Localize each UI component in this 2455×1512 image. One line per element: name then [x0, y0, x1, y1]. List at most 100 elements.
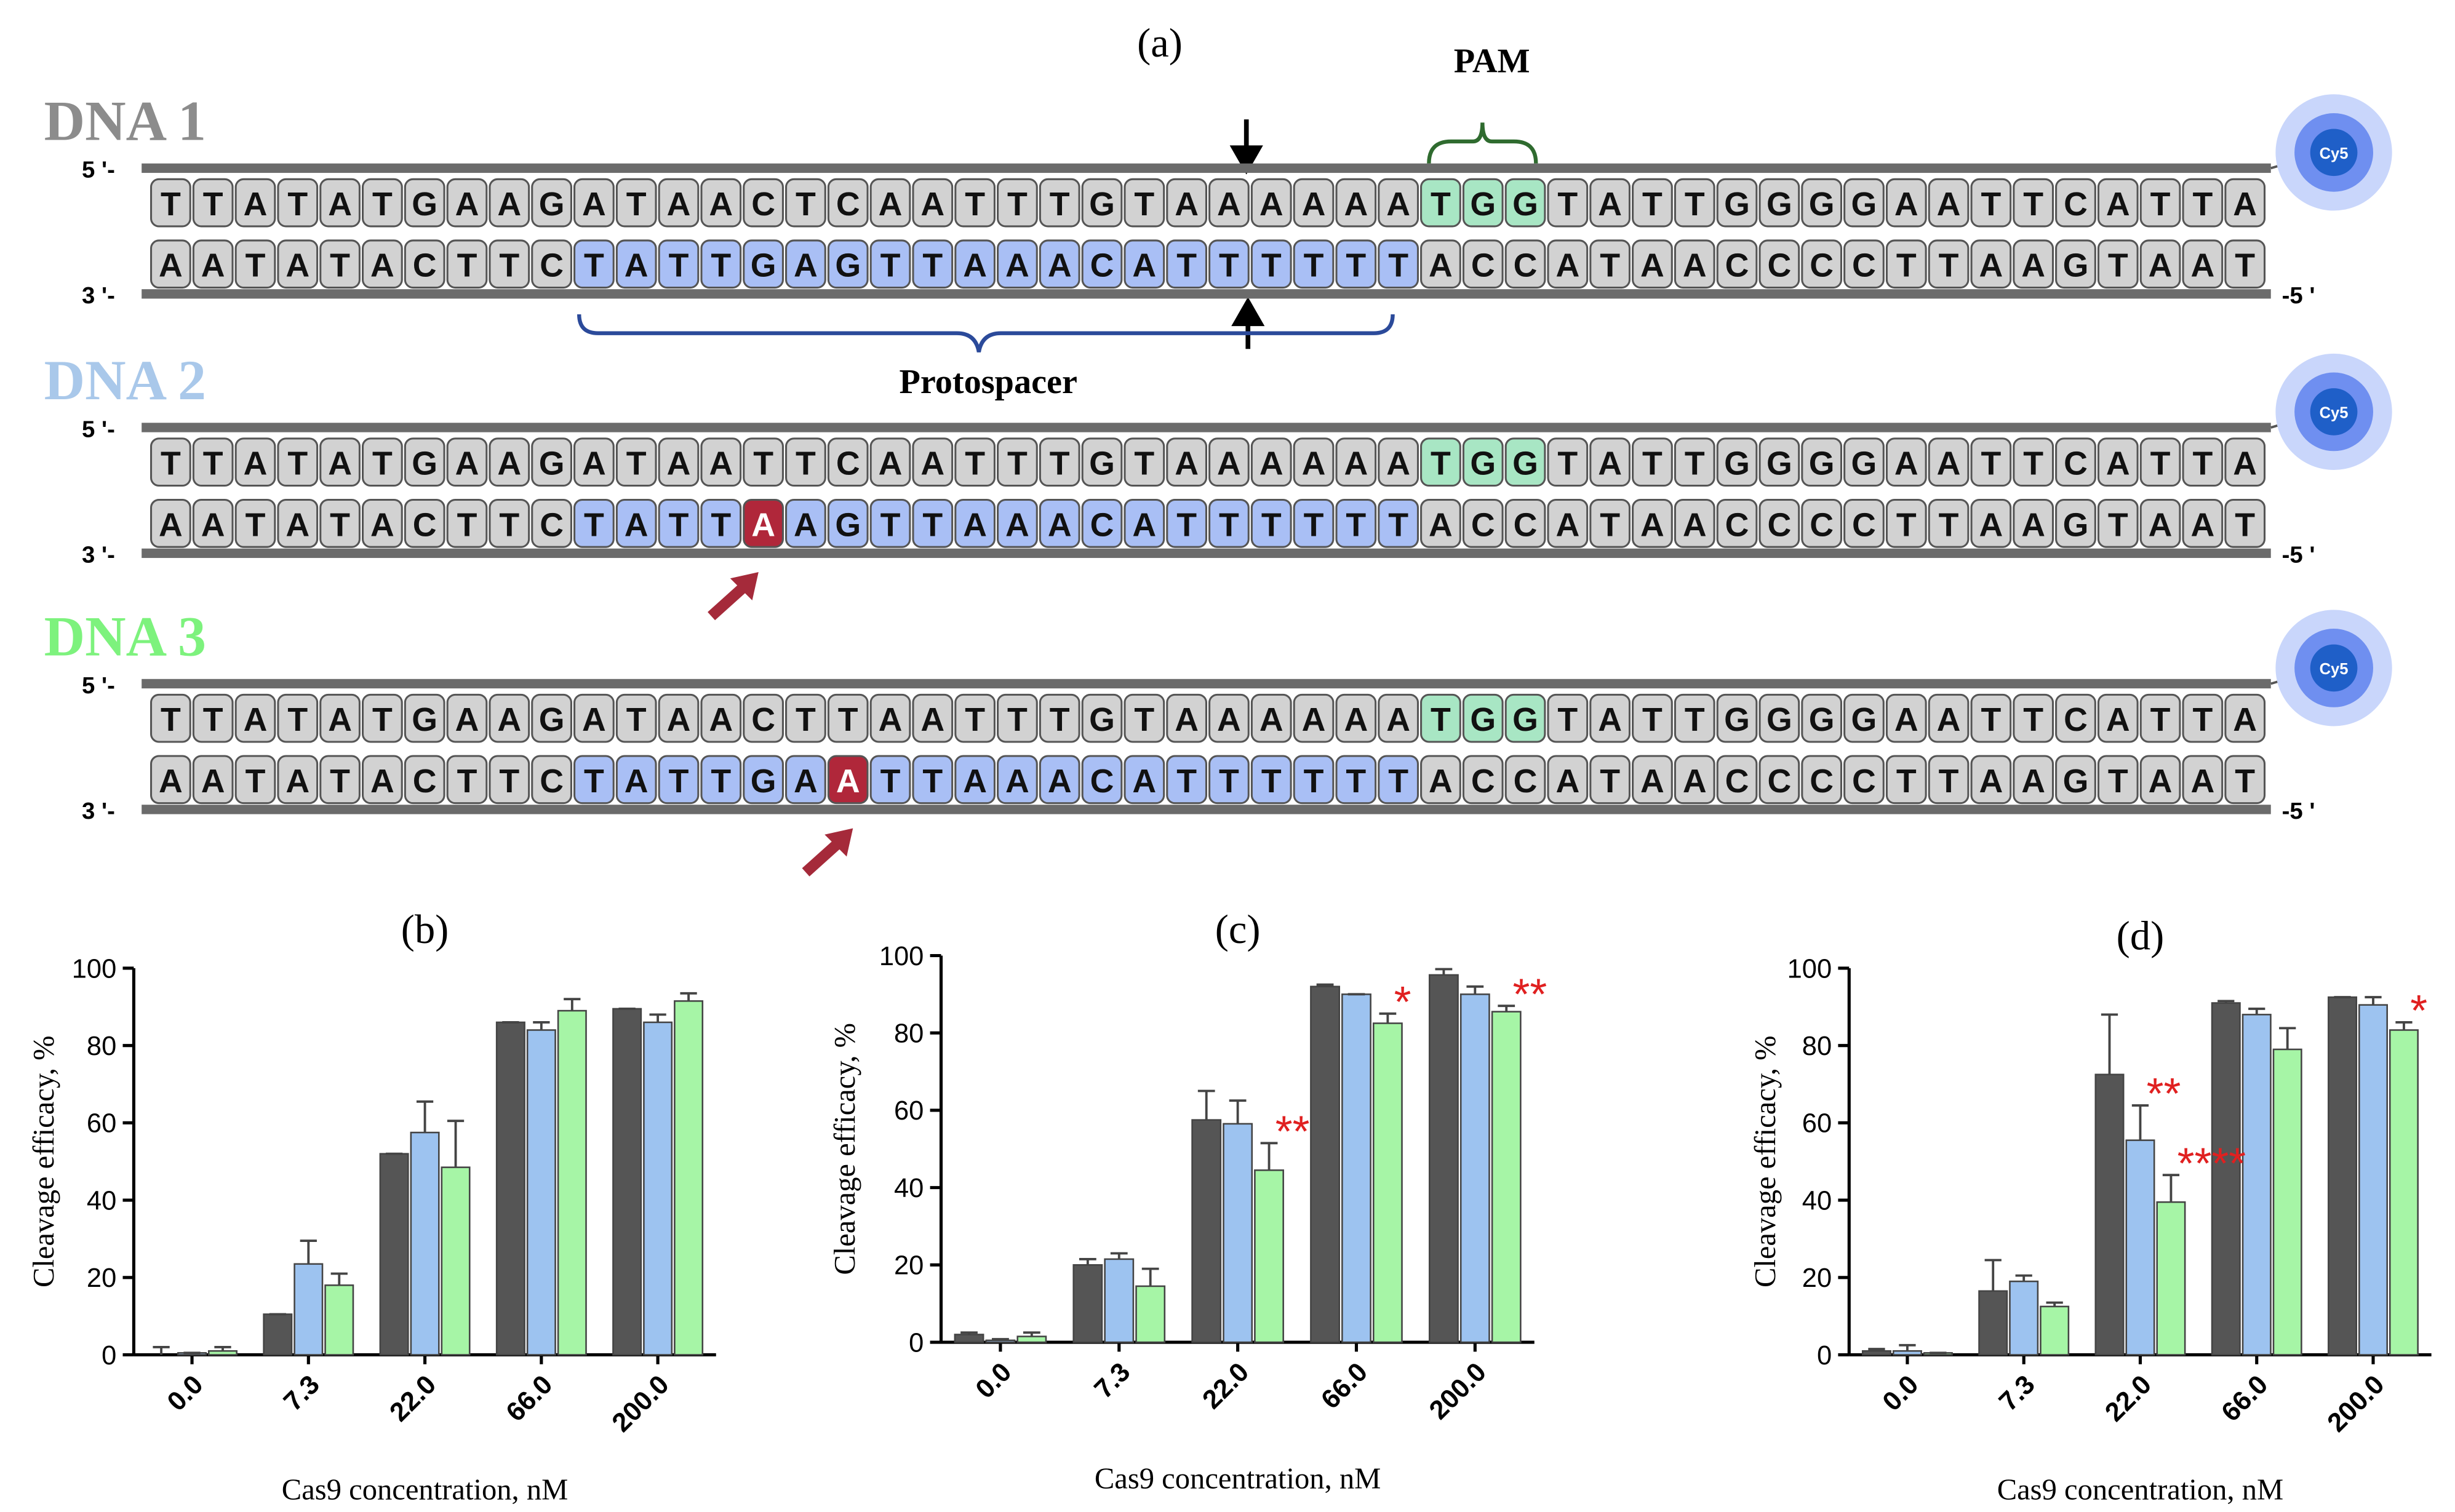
base-cell: [2139, 498, 2181, 548]
base-cell: [2182, 498, 2224, 548]
base-cell: [954, 239, 996, 289]
base-cell: [2055, 178, 2096, 228]
y-tick-label: 100: [72, 954, 117, 984]
base-cell: [1843, 498, 1885, 548]
base-cell: [2182, 437, 2224, 487]
base-cell: [615, 693, 657, 743]
base-cell: [192, 755, 234, 805]
base-cell: [2139, 437, 2181, 487]
y-tick-label: 40: [1802, 1186, 1832, 1216]
base-cell: [1716, 239, 1758, 289]
bar: [557, 1009, 587, 1356]
base-cell: [2097, 693, 2139, 743]
base-cell: [1928, 437, 1970, 487]
dye-core: [2310, 644, 2358, 692]
base-cell: [150, 239, 191, 289]
base-cell: [1632, 437, 1673, 487]
base-cell: [615, 437, 657, 487]
base-cell: [827, 755, 869, 805]
base-cell: [1208, 437, 1250, 487]
three-prime: 3 '-: [82, 282, 115, 309]
base-cell: [1758, 498, 1800, 548]
base-cell: [319, 498, 361, 548]
dye-core: [2310, 129, 2358, 177]
end-label: -5 ': [2282, 542, 2315, 568]
base-cell: [2097, 239, 2139, 289]
base-cell: [700, 437, 742, 487]
base-cell: [1674, 437, 1715, 487]
error-bar: [680, 992, 697, 1001]
y-tick-label: 80: [87, 1032, 116, 1061]
error-bar: [2131, 1104, 2149, 1140]
base-cell: [150, 437, 191, 487]
significance: **: [2147, 1069, 2181, 1118]
base-cell: [1293, 693, 1335, 743]
base-cell: [1801, 437, 1843, 487]
bar: [1016, 1335, 1047, 1343]
chart-title: (b): [401, 907, 449, 952]
base-cell: [743, 693, 784, 743]
base-cell: [1885, 178, 1927, 228]
dye-label: Cy5: [2320, 405, 2349, 422]
base-cell: [1208, 693, 1250, 743]
base-cell: [1166, 178, 1208, 228]
base-cell: [1504, 437, 1546, 487]
base-cell: [997, 755, 1038, 805]
base-cell: [1928, 498, 1970, 548]
base-cell: [1081, 437, 1123, 487]
error-bar: [1899, 1343, 1916, 1351]
mutation-arrow: [802, 840, 841, 877]
base-cell: [869, 239, 911, 289]
bar: [441, 1166, 471, 1356]
base-cell: [785, 498, 826, 548]
base-cell: [1166, 755, 1208, 805]
base-cell: [1124, 239, 1165, 289]
bar: [1491, 1011, 1522, 1343]
base-cell: [1293, 498, 1335, 548]
significance: ****: [2178, 1139, 2246, 1188]
base-cell: [1801, 178, 1843, 228]
base-cell: [2055, 437, 2096, 487]
base-cell: [827, 239, 869, 289]
base-cell: [1208, 755, 1250, 805]
five-prime: 5 '-: [82, 672, 115, 699]
base-cell: [2224, 693, 2266, 743]
base-cell: [954, 693, 996, 743]
base-cell: [446, 239, 488, 289]
base-cell: [2224, 178, 2266, 228]
protospacer-label: Protospacer: [899, 363, 1077, 401]
bar: [954, 1334, 984, 1343]
error-bar: [992, 1338, 1009, 1340]
base-cell: [1420, 239, 1461, 289]
base-cell: [658, 178, 700, 228]
dye-label: Cy5: [2320, 661, 2349, 678]
base-cell: [1801, 498, 1843, 548]
base-cell: [2224, 239, 2266, 289]
base-cell: [1589, 239, 1631, 289]
base-cell: [1124, 498, 1165, 548]
base-cell: [1420, 693, 1461, 743]
base-cell: [1124, 437, 1165, 487]
base-cell: [743, 178, 784, 228]
base-cell: [1081, 498, 1123, 548]
base-cell: [1928, 239, 1970, 289]
base-cell: [192, 178, 234, 228]
backbone: [142, 289, 2271, 299]
base-cell: [573, 178, 615, 228]
base-cell: [827, 178, 869, 228]
base-cell: [827, 498, 869, 548]
pam-label: PAM: [1454, 42, 1530, 81]
base-cell: [1124, 693, 1165, 743]
base-cell: [1589, 755, 1631, 805]
bar: [1072, 1264, 1103, 1343]
y-tick-label: 80: [894, 1019, 924, 1049]
base-cell: [2055, 755, 2096, 805]
base-cell: [785, 437, 826, 487]
base-cell: [1208, 239, 1250, 289]
bar: [2328, 996, 2358, 1356]
dna-name: DNA 1: [44, 89, 206, 152]
y-tick-label: 0: [1817, 1341, 1832, 1371]
base-cell: [1166, 693, 1208, 743]
